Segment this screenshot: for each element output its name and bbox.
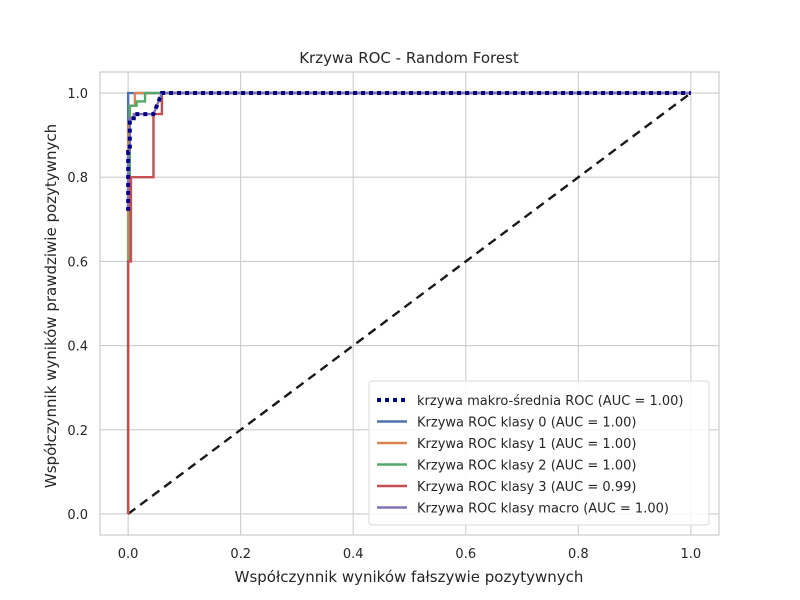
reference-diagonal-line: [127, 92, 692, 515]
x-tick-label: 0.6: [455, 547, 476, 562]
legend-box: [368, 380, 710, 526]
x-tick-label: 0.4: [343, 547, 364, 562]
class-3-roc-line: [126, 91, 691, 514]
x-axis-title: Współczynnik wyników fałszywie pozytywny…: [235, 568, 584, 586]
legend-label: Krzywa ROC klasy 2 (AUC = 1.00): [417, 459, 636, 474]
plot-frame: [99, 71, 720, 536]
x-tick-label: 0.2: [230, 547, 251, 562]
macro-average-roc-line: [126, 91, 691, 211]
x-tick-label: 0.0: [118, 547, 139, 562]
x-tick-label: 0.8: [568, 547, 589, 562]
y-tick-label: 0.2: [67, 424, 88, 439]
legend: krzywa makro-średnia ROC (AUC = 1.00) Krz…: [368, 380, 710, 526]
legend-label: krzywa makro-średnia ROC (AUC = 1.00): [417, 394, 683, 409]
y-axis-title: Współczynnik wyników prawdziwie pozytywn…: [42, 124, 60, 488]
y-tick-label: 0.4: [67, 340, 88, 355]
y-tick-label: 1.0: [67, 87, 88, 102]
legend-label: Krzywa ROC klasy 3 (AUC = 0.99): [417, 480, 636, 495]
legend-label: Krzywa ROC klasy macro (AUC = 1.00): [417, 502, 669, 517]
x-tick-label: 1.0: [681, 547, 702, 562]
y-tick-label: 0.6: [67, 255, 88, 270]
series-layer: [126, 91, 692, 515]
y-tick-label: 0.8: [67, 171, 88, 186]
ticks: 0.0 0.2 0.4 0.6 0.8 1.0 0.0 0.2 0.4 0.6 0.8 1.0: [67, 87, 701, 562]
legend-label: Krzywa ROC klasy 1 (AUC = 1.00): [417, 437, 636, 452]
y-tick-label: 0.0: [67, 508, 88, 523]
chart-title: Krzywa ROC - Random Forest: [299, 49, 519, 67]
legend-label: Krzywa ROC klasy 0 (AUC = 1.00): [417, 416, 636, 431]
